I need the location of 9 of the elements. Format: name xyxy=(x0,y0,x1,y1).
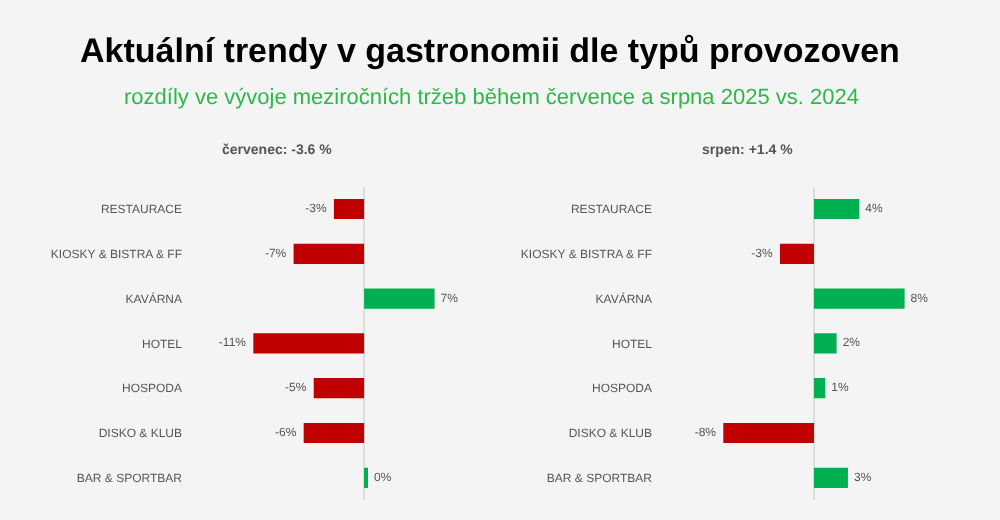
bar xyxy=(779,243,814,264)
bar xyxy=(813,288,905,309)
bar xyxy=(813,467,848,488)
bar xyxy=(813,198,860,220)
bar xyxy=(813,333,837,354)
bar xyxy=(723,422,814,444)
bar xyxy=(813,378,826,399)
text: rozdíly ve vývoje meziročních tržeb během července a srpna 2025 vs. 2024 xyxy=(124,86,859,110)
chart-title: Aktuální trendy v gastronomii dle typů provozoven xyxy=(80,32,900,70)
